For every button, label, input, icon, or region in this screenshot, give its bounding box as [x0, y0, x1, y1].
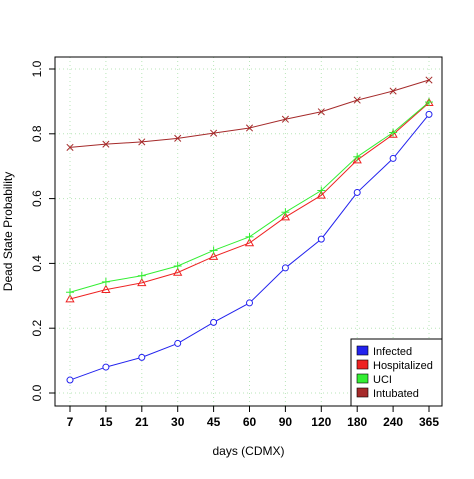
data-point-intubated: [425, 76, 433, 84]
data-point-uci: [317, 186, 326, 195]
data-point-intubated: [66, 143, 74, 151]
data-point-uci: [281, 208, 290, 217]
series-uci: [66, 98, 433, 297]
legend-label-infected: Infected: [373, 346, 412, 358]
data-point-uci: [137, 271, 146, 280]
data-point-intubated: [102, 140, 110, 148]
y-tick-label: 1.0: [30, 60, 44, 77]
data-point-intubated: [245, 124, 254, 132]
cross-marker-b: [210, 129, 218, 137]
x-tick-label: 180: [347, 415, 367, 429]
legend-label-uci: UCI: [373, 374, 392, 386]
x-tick-label: 7: [67, 415, 74, 429]
cross-marker-b: [174, 134, 182, 142]
data-point-uci: [389, 128, 398, 137]
data-point-uci: [66, 288, 74, 297]
cross-marker-b: [389, 87, 397, 95]
legend: Infected Hospitalized UCI Intubated: [350, 338, 443, 407]
data-point-uci: [245, 232, 254, 241]
data-point-hospitalized: [244, 237, 255, 247]
y-tick-label: 0.0: [30, 384, 44, 401]
data-point-infected: [66, 376, 74, 384]
cross-marker-b: [425, 76, 433, 84]
data-point-hospitalized: [65, 294, 75, 303]
data-point-intubated: [389, 87, 397, 95]
x-tick-label: 60: [243, 415, 257, 429]
data-point-hospitalized: [137, 277, 147, 287]
data-point-intubated: [174, 134, 182, 142]
legend-label-intubated: Intubated: [373, 388, 419, 400]
data-point-infected: [281, 264, 289, 272]
x-axis-title: days (CDMX): [212, 444, 284, 458]
data-point-uci: [101, 277, 110, 286]
data-series: [65, 76, 434, 384]
data-point-uci: [173, 261, 182, 270]
data-point-intubated: [281, 115, 289, 123]
legend-swatch-uci: [356, 373, 369, 384]
axes: 7 15 21 30 45 60 90 120 180 240 365 0.0 0.2 0.4 0.6 0.8…: [30, 60, 439, 429]
data-point-infected: [174, 339, 182, 347]
x-tick-label: 15: [99, 415, 113, 429]
cross-marker-b: [245, 124, 254, 132]
legend-label-hospitalized: Hospitalized: [373, 360, 433, 372]
data-point-intubated: [138, 138, 146, 146]
y-tick-label: 0.4: [30, 255, 44, 272]
cross-marker-b: [353, 96, 361, 104]
data-point-uci: [209, 246, 218, 255]
cross-marker-b: [281, 115, 289, 123]
y-axis-title: Dead State Probability: [1, 172, 15, 291]
data-point-hospitalized: [101, 284, 111, 293]
data-point-intubated: [317, 108, 325, 116]
x-tick-label: 21: [135, 415, 149, 429]
data-point-hospitalized: [173, 267, 183, 276]
cross-marker-b: [66, 143, 74, 151]
x-tick-label: 90: [279, 415, 293, 429]
data-point-infected: [389, 154, 397, 162]
y-tick-label: 0.8: [30, 125, 44, 142]
y-tick-label: 0.2: [30, 320, 44, 337]
data-point-infected: [210, 318, 218, 326]
x-tick-label: 30: [171, 415, 185, 429]
data-point-intubated: [210, 129, 218, 137]
data-point-hospitalized: [316, 190, 326, 199]
cross-marker-b: [317, 108, 325, 116]
data-point-uci: [353, 152, 362, 161]
legend-swatch-infected: [356, 345, 369, 356]
data-point-infected: [102, 363, 110, 371]
data-point-uci: [425, 98, 433, 107]
data-point-infected: [425, 110, 433, 118]
x-tick-label: 240: [383, 415, 403, 429]
data-point-infected: [317, 235, 325, 243]
plot-frame: [54, 56, 443, 407]
legend-swatch-intubated: [356, 387, 369, 398]
data-point-hospitalized: [208, 251, 219, 260]
series-intubated: [66, 76, 433, 151]
data-point-infected: [138, 353, 146, 361]
y-tick-label: 0.6: [30, 190, 44, 207]
series-line-hospitalized: [69, 102, 430, 300]
data-point-intubated: [353, 96, 361, 104]
data-point-infected: [246, 299, 253, 307]
data-point-hospitalized: [280, 212, 291, 221]
grid-lines: [55, 57, 442, 406]
x-tick-label: 45: [207, 415, 221, 429]
series-infected: [66, 110, 433, 384]
x-tick-label: 365: [419, 415, 439, 429]
cross-marker-b: [102, 140, 110, 148]
cross-marker-b: [138, 138, 146, 146]
data-point-infected: [353, 188, 361, 196]
legend-swatch-hospitalized: [356, 359, 369, 370]
data-point-hospitalized: [352, 155, 362, 164]
x-tick-label: 120: [311, 415, 331, 429]
